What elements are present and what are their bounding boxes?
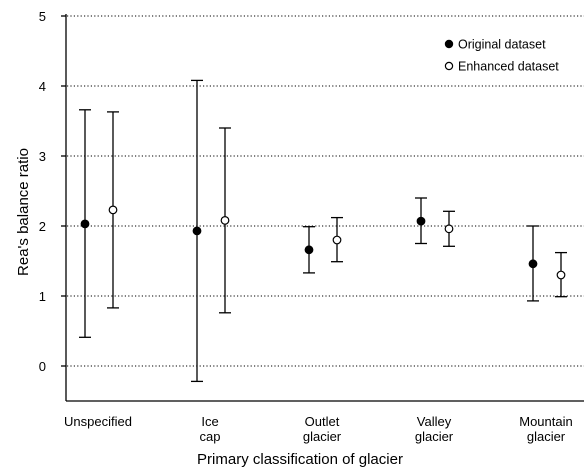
y-tick-label: 3 (39, 149, 46, 164)
legend: Original dataset Enhanced dataset (444, 38, 559, 74)
x-category-label-line: Outlet (305, 414, 340, 429)
x-axis-title: Primary classification of glacier (197, 451, 403, 468)
point-original (80, 219, 90, 229)
point-enhanced (332, 235, 342, 245)
x-category-label-line: Unspecified (64, 414, 132, 429)
point-original (416, 216, 426, 226)
point-enhanced (556, 270, 566, 280)
x-category-label-line: Mountain (519, 414, 572, 429)
y-tick-label: 0 (39, 359, 46, 374)
point-original (304, 245, 314, 255)
y-tick-label: 5 (39, 9, 46, 24)
y-tick-label: 1 (39, 289, 46, 304)
x-category-label-line: glacier (527, 429, 566, 444)
point-original (192, 226, 202, 236)
point-enhanced (108, 205, 118, 215)
legend-marker-original (444, 39, 454, 49)
gridlines (67, 15, 584, 367)
y-ticks: 0 1 2 3 4 5 (39, 9, 66, 374)
point-enhanced (444, 224, 454, 234)
error-bars (79, 79, 567, 383)
y-axis-title: Rea's balance ratio (15, 148, 32, 276)
x-category-labels: Unspecified IcecapOutletglacierValleyglac… (64, 414, 573, 444)
legend-label-original: Original dataset (458, 38, 546, 52)
x-category-label-line: glacier (303, 429, 342, 444)
x-category-label: Unspecified (64, 414, 132, 429)
x-category-label-line: glacier (415, 429, 454, 444)
y-tick-label: 2 (39, 219, 46, 234)
legend-label-enhanced: Enhanced dataset (458, 60, 559, 74)
y-tick-label: 4 (39, 79, 46, 94)
point-enhanced (220, 215, 230, 225)
axes (65, 14, 584, 402)
x-category-label-line: Valley (417, 414, 452, 429)
x-category-label-line: cap (200, 429, 221, 444)
legend-marker-enhanced (444, 61, 454, 71)
x-category-label-line: Ice (201, 414, 218, 429)
point-original (528, 259, 538, 269)
data-points (80, 205, 566, 280)
